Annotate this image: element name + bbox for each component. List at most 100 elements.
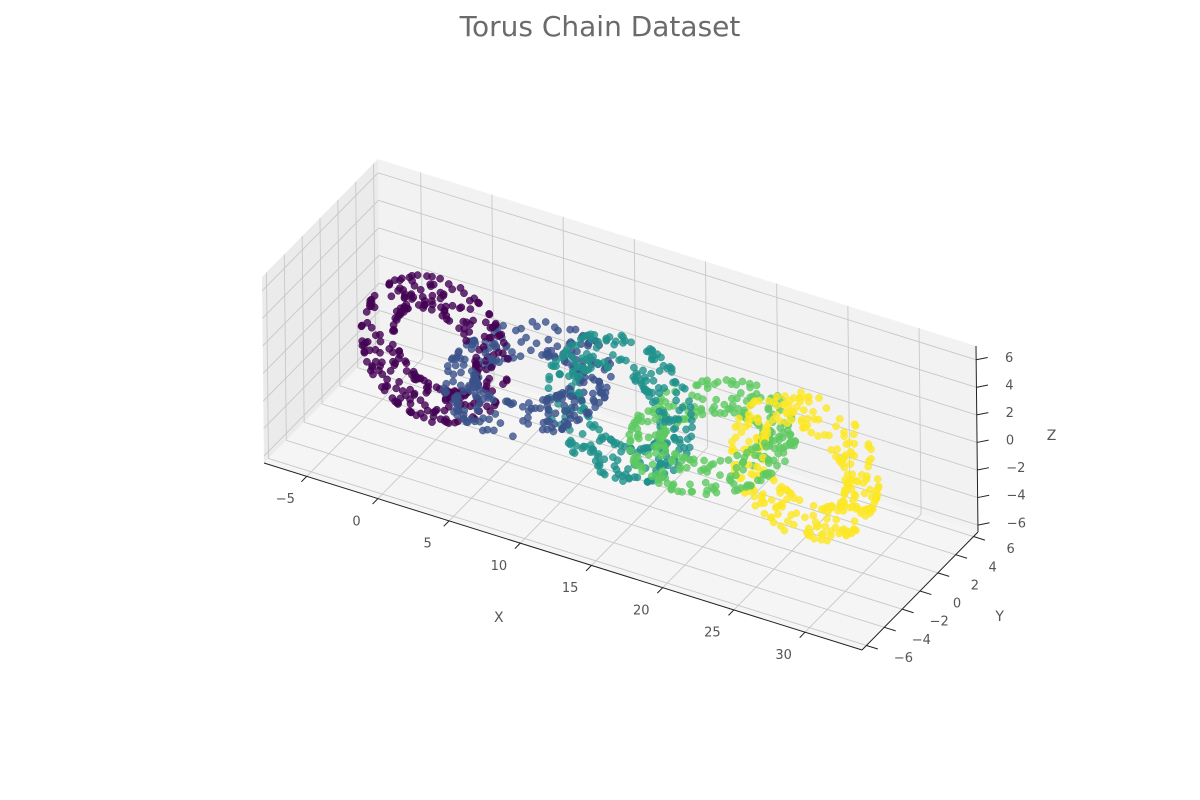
data-point-series-0 [387, 292, 396, 301]
data-point-series-0 [402, 359, 411, 368]
data-point-series-3 [648, 460, 657, 469]
data-point-series-2 [672, 388, 681, 397]
data-point-series-3 [753, 476, 762, 485]
data-point-series-4 [749, 471, 758, 479]
data-point-series-0 [486, 323, 495, 332]
data-point-series-0 [448, 285, 457, 294]
data-point-series-0 [482, 382, 491, 391]
data-point-series-2 [611, 474, 620, 482]
data-point-series-4 [783, 517, 792, 526]
data-point-series-0 [360, 341, 368, 350]
data-point-series-3 [716, 471, 724, 479]
data-point-series-4 [837, 526, 846, 535]
data-point-series-2 [595, 437, 604, 445]
data-point-series-2 [657, 353, 665, 362]
data-point-series-0 [400, 302, 409, 311]
data-point-series-1 [559, 423, 567, 432]
data-point-series-3 [751, 451, 759, 460]
grid-line-y-side [283, 254, 287, 441]
data-point-series-1 [584, 341, 592, 350]
data-point-series-0 [363, 318, 372, 327]
data-point-series-0 [437, 303, 445, 312]
data-point-series-4 [789, 408, 798, 416]
data-point-series-2 [611, 337, 620, 346]
x-axis-line [263, 462, 863, 651]
data-point-series-2 [680, 384, 689, 393]
data-point-series-0 [357, 322, 366, 331]
data-point-series-4 [832, 515, 841, 524]
grid-line-x-back [562, 216, 566, 403]
data-point-series-1 [443, 362, 452, 370]
grid-line-z-side [263, 337, 381, 457]
data-point-series-1 [543, 395, 552, 404]
data-point-series-1 [596, 388, 605, 396]
data-point-series-2 [609, 351, 617, 359]
data-point-series-3 [659, 441, 668, 449]
data-point-series-0 [370, 303, 379, 312]
data-point-series-1 [479, 426, 487, 435]
data-point-series-0 [475, 299, 483, 308]
data-point-series-2 [643, 477, 652, 486]
z-tick-label: 6 [1005, 351, 1013, 366]
data-point-series-3 [700, 456, 708, 465]
grid-line-y-floor [286, 439, 885, 628]
data-point-series-0 [368, 363, 377, 372]
grid-line-y-floor [304, 421, 903, 610]
data-point-series-4 [777, 522, 785, 530]
data-point-series-4 [821, 522, 830, 531]
y-tick-label: 2 [971, 578, 979, 593]
data-point-series-2 [555, 370, 564, 379]
data-point-series-0 [487, 333, 495, 342]
data-point-series-2 [610, 440, 619, 449]
data-point-series-4 [754, 417, 763, 426]
data-point-series-1 [551, 409, 560, 418]
data-point-series-3 [724, 456, 733, 464]
data-point-series-4 [873, 475, 882, 483]
data-point-series-3 [786, 430, 795, 439]
data-point-series-4 [860, 489, 869, 498]
data-point-series-0 [475, 346, 484, 354]
data-point-series-4 [849, 496, 857, 504]
data-point-series-1 [496, 419, 505, 427]
data-point-series-1 [573, 416, 581, 425]
data-point-series-1 [442, 379, 451, 388]
data-point-series-1 [471, 417, 479, 426]
data-point-series-3 [790, 441, 798, 450]
z-tick-label: −6 [1007, 516, 1026, 531]
data-point-series-0 [456, 304, 464, 313]
data-point-series-4 [787, 416, 796, 424]
data-point-series-4 [769, 415, 778, 424]
data-point-series-0 [371, 331, 380, 340]
data-point-series-0 [413, 271, 422, 279]
data-point-series-0 [438, 311, 447, 320]
data-point-series-0 [431, 407, 440, 416]
data-point-series-3 [693, 392, 702, 401]
data-point-series-1 [566, 414, 575, 423]
x-tick-label: 5 [424, 537, 432, 552]
data-point-series-4 [801, 423, 810, 432]
data-point-series-0 [388, 340, 397, 349]
data-point-series-2 [602, 335, 611, 344]
data-point-series-0 [436, 274, 444, 283]
data-point-series-1 [512, 326, 520, 335]
data-point-series-0 [460, 289, 468, 298]
data-point-series-4 [815, 394, 823, 402]
data-point-series-4 [787, 511, 796, 519]
data-point-series-4 [826, 527, 835, 535]
data-point-series-3 [730, 486, 739, 495]
data-point-series-0 [376, 362, 384, 370]
z-tick-label: −4 [1007, 489, 1026, 504]
data-point-series-3 [764, 472, 772, 480]
data-point-series-2 [589, 352, 597, 361]
grid-line-x-back [420, 172, 424, 359]
z-tick-mark [977, 522, 990, 526]
data-point-series-4 [814, 415, 823, 424]
data-point-series-4 [745, 437, 753, 446]
data-point-series-4 [805, 397, 813, 406]
data-point-series-0 [481, 318, 490, 327]
data-point-series-4 [809, 511, 818, 520]
data-point-series-2 [578, 430, 587, 438]
data-point-series-1 [505, 398, 513, 407]
data-point-series-4 [866, 485, 874, 494]
